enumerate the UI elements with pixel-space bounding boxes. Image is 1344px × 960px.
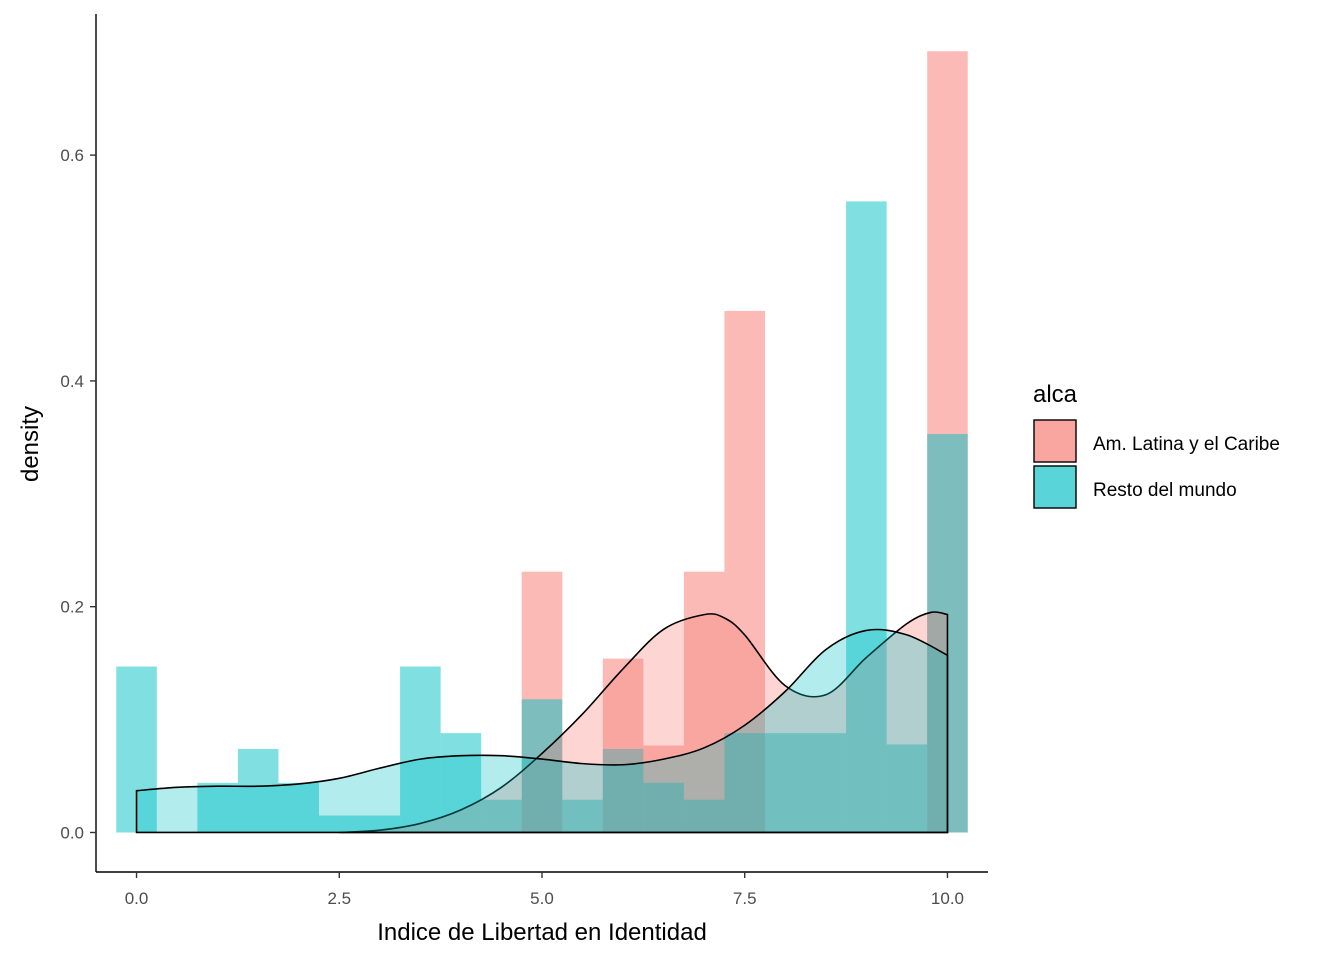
y-tick-label: 0.2 (60, 598, 84, 617)
x-tick-label: 5.0 (530, 889, 554, 908)
histogram-bar-resto (400, 666, 441, 833)
y-tick-label: 0.0 (60, 823, 84, 842)
histogram-bar-resto (237, 748, 279, 833)
histogram-bar-resto (886, 744, 928, 833)
histogram-bar-resto (278, 782, 319, 833)
x-axis-title: Indice de Libertad en Identidad (377, 919, 707, 946)
legend-title: alca (1033, 381, 1078, 408)
legend-label-resto: Resto del mundo (1093, 480, 1237, 501)
legend: alca Am. Latina y el Caribe Resto del mu… (1033, 381, 1280, 509)
histogram-bar-resto (319, 815, 360, 833)
histogram-bar-resto (724, 733, 765, 833)
histogram-bar-resto (683, 799, 725, 833)
histogram-bar-resto (481, 799, 522, 833)
x-tick-label: 0.0 (125, 889, 149, 908)
density-curve-am-latina (339, 611, 949, 834)
axis-ticks: 0.0 2.5 5.0 7.5 10.0 0.0 0.2 0.4 0.6 (60, 146, 964, 908)
legend-key-am-latina (1033, 419, 1077, 463)
histogram-bar-resto (846, 201, 887, 833)
y-axis-title: density (17, 406, 44, 482)
density-curves (135, 611, 949, 834)
y-tick-label: 0.4 (60, 372, 84, 391)
histogram-bar-resto (562, 799, 603, 833)
legend-label-am-latina: Am. Latina y el Caribe (1093, 434, 1280, 455)
histogram-bar-resto (643, 782, 684, 833)
x-tick-label: 7.5 (733, 889, 757, 908)
legend-key-resto (1033, 465, 1077, 509)
histogram-bar-resto (197, 782, 238, 833)
histogram-bar-resto (765, 733, 806, 833)
density-curve-resto (135, 628, 949, 834)
histogram-bar-resto (805, 733, 847, 833)
x-tick-label: 10.0 (931, 889, 964, 908)
x-tick-label: 2.5 (327, 889, 351, 908)
y-tick-label: 0.6 (60, 146, 84, 165)
